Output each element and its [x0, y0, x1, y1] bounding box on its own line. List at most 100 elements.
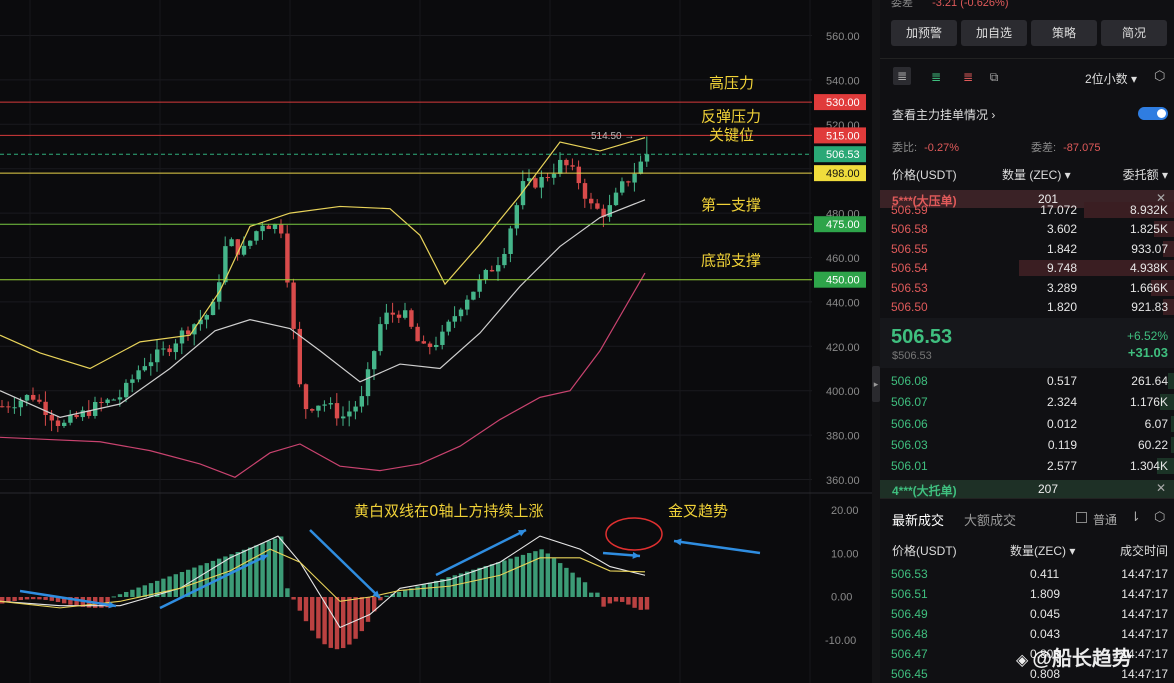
orderbook-both-icon[interactable]: ≣ [893, 67, 911, 85]
orderbook-total: 1.304K [1129, 459, 1168, 474]
candle-body [111, 399, 116, 401]
orderbook-total: 6.07 [1144, 416, 1168, 431]
strategy-button[interactable]: 策略 [1031, 20, 1097, 46]
candlestick-chart[interactable]: 560.00540.00520.00500.00480.00460.00440.… [0, 0, 872, 683]
macd-bar [192, 567, 197, 597]
ask-row[interactable]: 506.55 1.842 933.07 [880, 240, 1174, 257]
level-tag-text: 515.00 [826, 130, 860, 142]
candle-body [427, 343, 433, 348]
macd-bar [620, 597, 625, 602]
popout-icon[interactable]: ⧉ [989, 70, 999, 84]
decimals-select[interactable]: 2位小数 ▾ [1085, 72, 1138, 86]
close-icon[interactable]: ✕ [1155, 191, 1166, 205]
candle-body [434, 344, 439, 348]
macd-bar [502, 560, 507, 597]
candle-body [601, 208, 606, 217]
macd-tick: 10.00 [831, 548, 859, 560]
ask-row[interactable]: 506.58 3.602 1.825K [880, 221, 1174, 238]
main-orders-link[interactable]: 查看主力挂单情况 › [892, 108, 996, 122]
macd-bar [384, 595, 389, 597]
macd-tick: 20.00 [831, 505, 859, 517]
macd-bar [248, 547, 253, 597]
main-orders-toggle[interactable] [1138, 107, 1168, 120]
macd-bar [328, 597, 333, 648]
filter-icon[interactable]: ⇂ [1130, 509, 1141, 524]
overview-button[interactable]: 简况 [1101, 20, 1167, 46]
ask-row[interactable]: 506.59 17.072 8.932K [880, 202, 1174, 218]
level-tag-text: 498.00 [826, 168, 860, 180]
level-tag [814, 216, 866, 233]
col-total[interactable]: 委托额 ▾ [1122, 168, 1168, 182]
bid-row[interactable]: 506.06 0.012 6.07 [880, 415, 1174, 432]
macd-bar [434, 580, 439, 597]
close-icon[interactable]: ✕ [1155, 481, 1166, 495]
tab-latest-trades[interactable]: 最新成交 [892, 513, 945, 528]
candle-body [279, 224, 284, 234]
macd-bar [24, 597, 30, 600]
candle-body [458, 309, 464, 317]
candle-body [576, 166, 581, 184]
macd-bar [173, 574, 178, 597]
macd-bar [179, 571, 185, 597]
bid-row[interactable]: 506.01 2.577 1.304K [880, 458, 1174, 475]
middle-band-line [0, 199, 646, 418]
macd-bar [359, 597, 364, 632]
macd-bar [303, 597, 309, 622]
candle-body [204, 315, 209, 320]
collapse-handle-icon[interactable]: ▸ [872, 366, 880, 402]
level-tag [814, 127, 866, 144]
add-watchlist-button[interactable]: 加自选 [961, 20, 1027, 46]
orderbook-bids-icon[interactable]: ≣ [930, 70, 942, 84]
candle-body [353, 406, 358, 412]
settings-icon[interactable]: ⬡ [1154, 68, 1166, 83]
watermark-text: @船长趋势 [1032, 648, 1132, 670]
macd-bar [18, 597, 23, 601]
candle-body [551, 173, 557, 178]
price-tick: 360.00 [826, 475, 860, 487]
candle-body [514, 205, 519, 229]
ask-row[interactable]: 506.53 3.289 1.666K [880, 279, 1174, 296]
macd-bar [62, 597, 67, 604]
candle-body [285, 233, 290, 283]
chart-area[interactable]: 560.00540.00520.00500.00480.00460.00440.… [0, 0, 872, 683]
trade-col-qty[interactable]: 数量(ZEC) ▾ [1010, 544, 1076, 558]
ask-row[interactable]: 506.54 9.748 4.938K [880, 260, 1174, 277]
bid-row[interactable]: 506.08 0.517 261.64 [880, 373, 1174, 389]
bid-row[interactable]: 506.03 0.119 60.22 [880, 436, 1174, 453]
candle-body [409, 310, 414, 327]
orderbook-qty: 2.324 [1046, 395, 1077, 410]
candle-body [508, 228, 513, 254]
ask-row[interactable]: 506.50 1.820 921.83 [880, 299, 1174, 315]
depth-bar [1159, 394, 1174, 411]
level-note: 第一支撑 [701, 196, 761, 214]
macd-bar [421, 584, 426, 597]
tab-large-trades[interactable]: 大额成交 [964, 513, 1017, 528]
macd-bar [229, 554, 234, 597]
candle-body [396, 314, 402, 318]
candle-body [359, 396, 364, 407]
orderbook-total: 8.932K [1129, 203, 1168, 217]
candle-body [49, 415, 54, 421]
macd-bar [477, 567, 482, 597]
price-tick: 440.00 [826, 297, 860, 309]
orderbook-total: 4.938K [1129, 261, 1168, 276]
settings-icon[interactable]: ⬡ [1154, 509, 1166, 524]
trend-arrow-head [260, 555, 268, 562]
candle-body [347, 411, 352, 417]
trades-header: 价格(USDT) 数量(ZEC) ▾ 成交时间 [880, 542, 1174, 562]
candle-body [471, 291, 476, 300]
col-qty[interactable]: 数量 (ZEC) ▾ [1002, 168, 1071, 182]
candle-body [229, 239, 234, 247]
ratio-info: 委比: -0.27% [892, 139, 959, 155]
depth-bar [1157, 458, 1174, 475]
col-total-label: 委托额 [1122, 168, 1159, 182]
candle-body [260, 225, 265, 232]
macd-bar [582, 582, 588, 597]
candle-body [341, 416, 346, 419]
trend-arrow-head [372, 590, 380, 598]
add-alert-button[interactable]: 加预警 [891, 20, 957, 46]
orderbook-asks-icon[interactable]: ≣ [962, 70, 974, 84]
orderbook-price: 506.07 [891, 395, 928, 410]
normal-checkbox[interactable] [1076, 512, 1087, 523]
bid-row[interactable]: 506.07 2.324 1.176K [880, 394, 1174, 411]
